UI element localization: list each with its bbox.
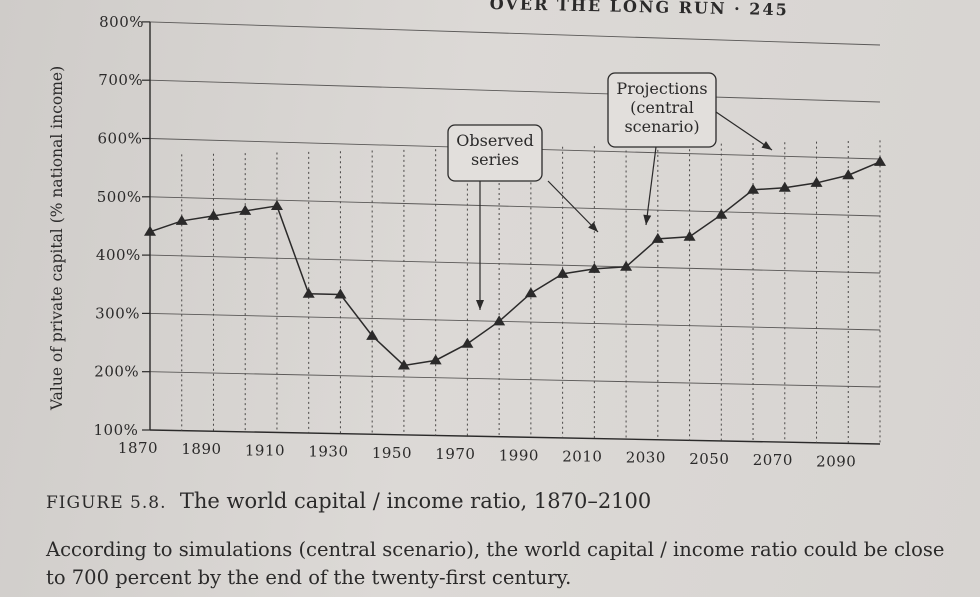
- data-point: [239, 204, 252, 215]
- annotation-text: series: [471, 150, 519, 169]
- annotation-text: (central: [630, 98, 694, 117]
- figure-label: FIGURE 5.8.: [46, 493, 167, 513]
- annotation-arrow-line: [547, 180, 599, 233]
- data-point: [778, 181, 791, 192]
- annotation-text: scenario): [624, 117, 699, 136]
- data-point: [588, 262, 601, 273]
- x-tick-label: 1990: [499, 446, 539, 464]
- data-point: [302, 287, 315, 298]
- data-point: [334, 288, 347, 299]
- x-tick-label: 2050: [689, 450, 729, 468]
- data-point: [683, 230, 696, 241]
- data-point: [366, 329, 379, 340]
- data-point: [461, 337, 474, 348]
- y-tick-label: 100%: [94, 421, 139, 439]
- data-point: [397, 359, 410, 370]
- figure-title: The world capital / income ratio, 1870–2…: [179, 489, 652, 513]
- annotation-text: Observed: [456, 131, 533, 150]
- data-point: [144, 225, 156, 236]
- annotation-arrow-head: [476, 300, 484, 310]
- data-point: [715, 208, 728, 219]
- data-point: [842, 169, 855, 180]
- y-gridline: [149, 254, 881, 274]
- annotation-box: [607, 72, 717, 148]
- data-point: [651, 232, 664, 243]
- y-tick-label: 600%: [98, 130, 143, 148]
- y-gridline: [149, 429, 881, 445]
- x-tick-label: 1930: [308, 443, 348, 461]
- annotation-box: [447, 124, 543, 182]
- x-tick-label: 1950: [372, 444, 412, 462]
- annotation-arrow-head: [643, 214, 652, 225]
- y-tick-label: 700%: [98, 71, 143, 89]
- grid-layer: [149, 21, 881, 445]
- data-point: [207, 209, 220, 220]
- annotation-arrow-line: [715, 111, 773, 151]
- x-tick-label: 2030: [626, 449, 666, 467]
- x-tick-label: 1870: [118, 439, 158, 457]
- x-tick-label: 1890: [181, 440, 221, 458]
- data-point: [493, 315, 506, 326]
- y-gridline: [149, 21, 881, 46]
- y-tick-label: 400%: [96, 246, 141, 264]
- y-tick-label: 300%: [95, 304, 140, 322]
- figure-caption-title: FIGURE 5.8. The world capital / income r…: [46, 489, 651, 513]
- y-gridline: [149, 79, 881, 103]
- data-point: [429, 354, 442, 365]
- figure-caption-text: According to simulations (central scenar…: [46, 538, 945, 589]
- y-gridline: [149, 312, 881, 331]
- annotation-text: Projections: [616, 79, 707, 98]
- data-point: [524, 287, 537, 298]
- x-tick-label: 2070: [753, 451, 793, 469]
- x-tick-label: 1910: [245, 441, 285, 459]
- series-layer: [144, 155, 886, 370]
- data-point: [175, 214, 188, 225]
- data-point: [556, 267, 569, 278]
- y-tick-label: 800%: [99, 13, 144, 31]
- data-point: [874, 155, 886, 166]
- annotation-arrow-head: [761, 141, 772, 150]
- annotation-arrow-line: [645, 146, 657, 226]
- x-tick-label: 1970: [435, 445, 475, 463]
- y-axis-title: Value of private capital (% national inc…: [48, 66, 66, 411]
- y-gridline: [149, 371, 881, 388]
- series-line: [149, 161, 881, 367]
- data-point: [810, 176, 823, 187]
- data-point: [620, 260, 633, 271]
- axis-layer: 100% 200% 300% 400% 500% 600% 700% 800% 1870 1890…: [48, 13, 856, 470]
- y-tick-label: 200%: [94, 363, 139, 381]
- data-point: [270, 199, 283, 210]
- annotation-arrow-head: [588, 222, 598, 232]
- y-tick-label: 500%: [97, 188, 142, 206]
- data-point: [747, 183, 760, 194]
- x-tick-label: 2010: [562, 448, 602, 466]
- annotation-layer: ObservedseriesProjections(centralscenari…: [447, 72, 773, 310]
- x-tick-label: 2090: [816, 452, 856, 470]
- capital-income-chart: 100% 200% 300% 400% 500% 600% 700% 800% 1870 1890…: [48, 13, 886, 470]
- y-gridline: [149, 196, 881, 217]
